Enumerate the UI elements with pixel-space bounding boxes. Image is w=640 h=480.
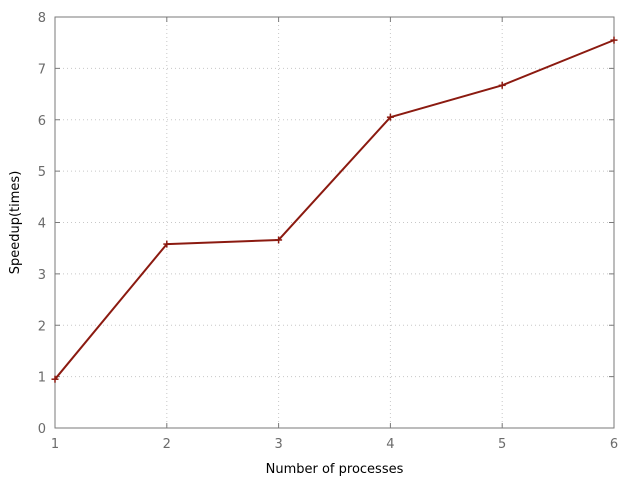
series-group: [51, 36, 618, 383]
x-tick-label: 1: [51, 437, 59, 452]
y-axis-label: Speedup(times): [8, 171, 23, 275]
plot-frame: [54, 16, 615, 429]
y-tick-label: 0: [38, 422, 46, 437]
y-tick-label: 3: [38, 268, 46, 283]
data-point: [163, 240, 171, 248]
data-point: [51, 375, 59, 383]
axes: [54, 16, 615, 429]
x-tick-label: 3: [274, 437, 282, 452]
data-point: [275, 236, 283, 244]
x-tick-label: 5: [498, 437, 506, 452]
data-point: [610, 36, 618, 44]
y-tick-label: 2: [38, 319, 46, 334]
x-tick-label: 2: [163, 437, 171, 452]
x-tick-label: 6: [610, 437, 618, 452]
x-tick-label: 4: [386, 437, 394, 452]
y-tick-label: 1: [38, 371, 46, 386]
data-point: [498, 81, 506, 89]
grid: [55, 17, 614, 428]
series-line: [54, 39, 615, 380]
x-axis-label: Number of processes: [266, 462, 404, 477]
y-tick-label: 7: [38, 62, 46, 77]
y-tick-label: 5: [38, 165, 46, 180]
data-point: [386, 113, 394, 121]
y-tick-label: 8: [38, 11, 46, 26]
y-tick-label: 4: [38, 217, 46, 232]
y-tick-label: 6: [38, 114, 46, 129]
